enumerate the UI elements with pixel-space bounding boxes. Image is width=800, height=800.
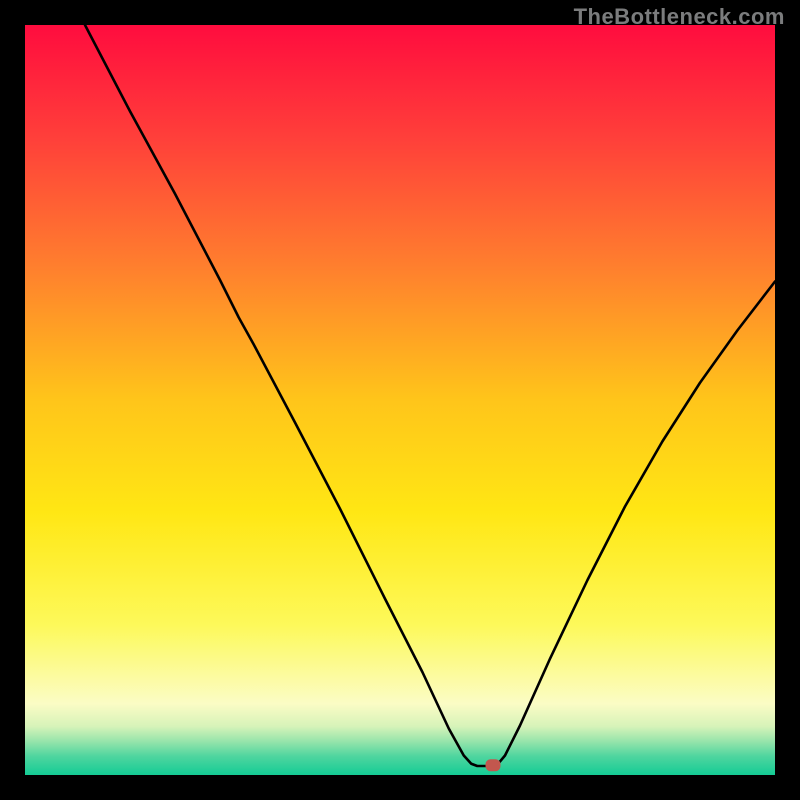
chart-stage: TheBottleneck.com (0, 0, 800, 800)
gradient-background (25, 25, 775, 775)
plot-area (25, 25, 775, 775)
watermark-text: TheBottleneck.com (574, 4, 785, 30)
bottleneck-curve-chart (25, 25, 775, 775)
optimum-marker (486, 759, 501, 771)
